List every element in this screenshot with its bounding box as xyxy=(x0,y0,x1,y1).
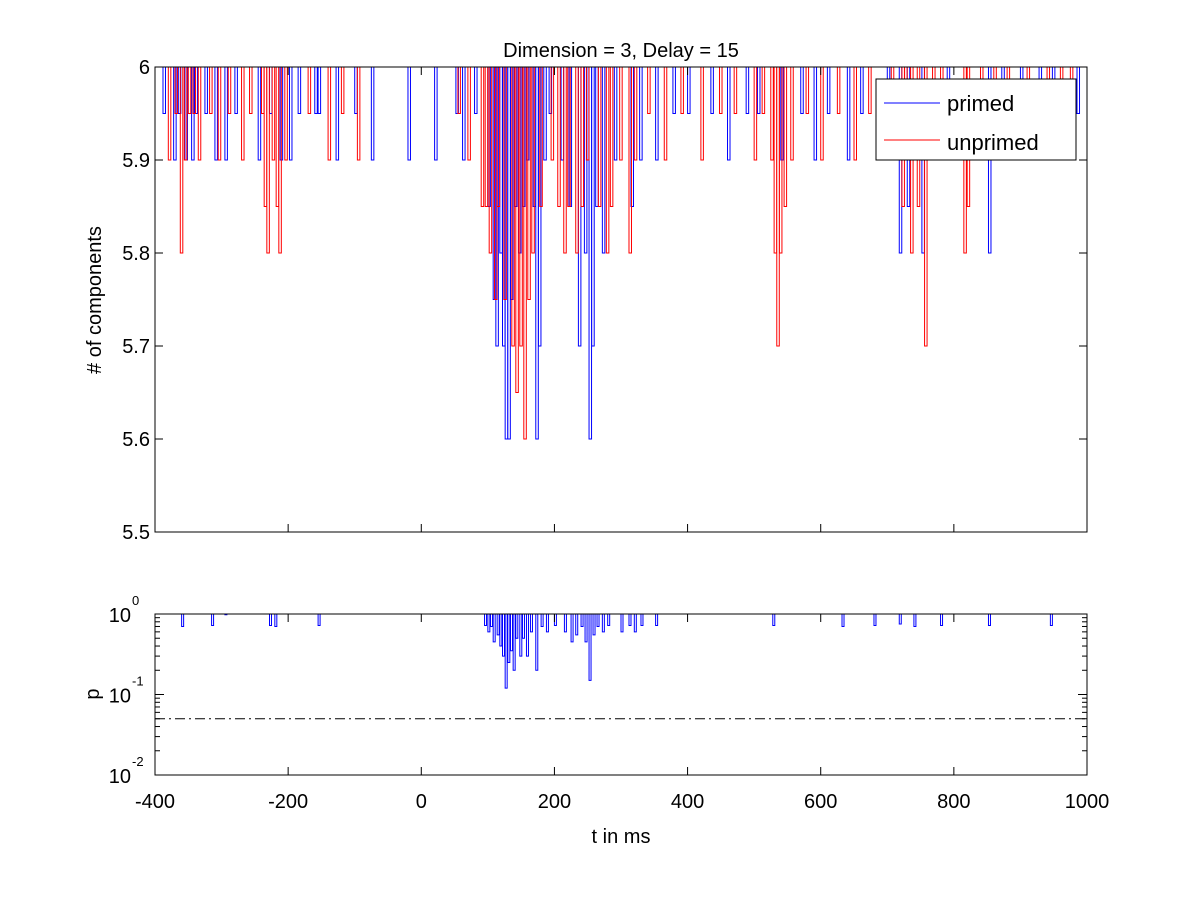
x-tick-label: 0 xyxy=(416,791,427,813)
x-axis-label: t in ms xyxy=(592,826,651,848)
bottom-y-tick-exponent: -2 xyxy=(132,754,144,769)
bottom-series-group xyxy=(181,614,1053,689)
legend: primed unprimed xyxy=(875,78,1077,161)
top-y-tick-label: 5.8 xyxy=(122,243,150,265)
bottom-y-tick-base: 10 xyxy=(109,766,131,788)
bottom-y-tick-exponent: -1 xyxy=(132,674,144,689)
x-tick-label: 1000 xyxy=(1065,791,1110,813)
bottom-y-tick-exponent: 0 xyxy=(132,593,139,608)
bottom-y-tick-base: 10 xyxy=(109,686,131,708)
legend-box xyxy=(875,78,1077,161)
x-tick-label: 600 xyxy=(804,791,837,813)
top-y-tick-label: 5.5 xyxy=(122,522,150,544)
x-tick-label: 800 xyxy=(937,791,970,813)
top-y-tick-label: 5.7 xyxy=(122,336,150,358)
top-chart-title: Dimension = 3, Delay = 15 xyxy=(503,40,739,62)
x-tick-label: -200 xyxy=(268,791,308,813)
top-axes-frame xyxy=(154,66,1088,533)
x-tick-label: 400 xyxy=(671,791,704,813)
top-axes: 5.5 5.6 5.7 5.8 5.9 6 Dimension = 3, Delay = … xyxy=(84,40,1088,544)
x-tick-label: -400 xyxy=(135,791,175,813)
top-y-tick-label: 5.9 xyxy=(122,150,150,172)
x-tick-label: 200 xyxy=(538,791,571,813)
top-ticks-group: 5.5 5.6 5.7 5.8 5.9 6 xyxy=(122,57,1088,544)
top-y-tick-label: 6 xyxy=(139,57,150,79)
top-y-axis-label: # of components xyxy=(84,226,106,374)
p-value-series xyxy=(181,614,1053,689)
legend-label-primed: primed xyxy=(947,91,1014,116)
bottom-y-tick-base: 10 xyxy=(109,605,131,627)
top-y-tick-label: 5.6 xyxy=(122,429,150,451)
bottom-y-axis-label: p xyxy=(82,688,104,699)
legend-label-unprimed: unprimed xyxy=(947,130,1039,155)
